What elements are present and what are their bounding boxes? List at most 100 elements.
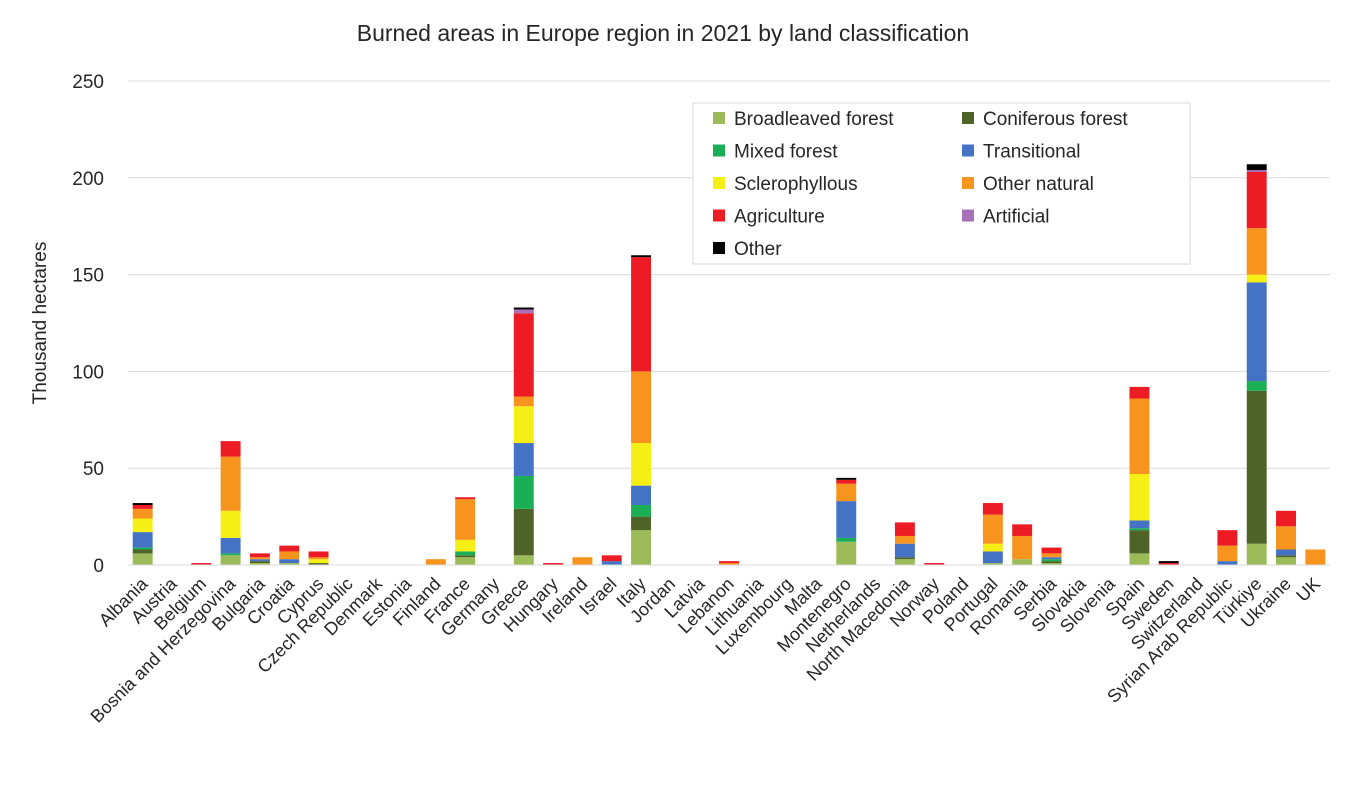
bar-croatia-other-natural — [279, 551, 300, 560]
x-tick-label-uk: UK — [1292, 574, 1324, 606]
bar-greece-coniferous-forest — [513, 508, 534, 556]
bar-greece-artificial — [513, 309, 534, 314]
y-axis-ticks: 0 50 100 150 200 250 — [72, 72, 104, 577]
bar-serbia-coniferous-forest — [1041, 561, 1062, 564]
bar-israel-transitional — [601, 561, 622, 565]
y-tick-label-50: 50 — [83, 459, 104, 480]
bar-spain-mixed-forest — [1129, 528, 1150, 531]
bar-sweden-agriculture — [1158, 563, 1179, 565]
bar-serbia-broadleaved-forest — [1041, 563, 1062, 565]
bar-ukraine-broadleaved-forest — [1276, 557, 1296, 565]
bar-north-macedonia-coniferous-forest — [894, 557, 915, 560]
bar-ireland-other-natural — [572, 557, 593, 565]
bar-bosnia-and-herzegovina-other-natural — [220, 456, 241, 511]
bar-serbia-mixed-forest — [1041, 559, 1062, 562]
bar-romania-agriculture — [1012, 524, 1033, 536]
bar-albania-coniferous-forest — [132, 549, 153, 554]
bar-bulgaria-broadleaved-forest — [249, 563, 270, 565]
bar-montenegro-agriculture — [836, 479, 857, 484]
bar-croatia-transitional — [279, 559, 300, 564]
bar-greece-agriculture — [513, 313, 534, 397]
legend-swatch-transitional — [962, 144, 974, 157]
legend-swatch-coniferous-forest — [962, 112, 974, 124]
bar-greece-other — [513, 307, 534, 310]
bar-croatia-broadleaved-forest — [279, 563, 300, 565]
legend-label-coniferous-forest: Coniferous forest — [983, 109, 1128, 130]
bar-syrian-arab-republic-agriculture — [1217, 530, 1238, 546]
bar-bulgaria-transitional — [249, 559, 270, 562]
bar-bosnia-and-herzegovina-broadleaved-forest — [220, 555, 241, 565]
legend-label-transitional: Transitional — [983, 142, 1081, 163]
bar-albania-sclerophyllous — [132, 518, 153, 533]
bars — [132, 164, 1326, 565]
bar-turkiye-other-natural — [1246, 228, 1267, 275]
bar-greece-transitional — [513, 443, 534, 476]
legend-swatch-other — [713, 242, 725, 254]
bar-bosnia-and-herzegovina-mixed-forest — [220, 553, 241, 556]
bar-turkiye-transitional — [1246, 282, 1267, 382]
bar-spain-coniferous-forest — [1129, 530, 1150, 554]
bar-italy-mixed-forest — [631, 504, 652, 517]
bar-albania-mixed-forest — [132, 547, 153, 550]
bar-albania-broadleaved-forest — [132, 553, 153, 565]
bar-france-broadleaved-forest — [455, 557, 476, 565]
bar-albania-other — [132, 503, 153, 505]
bar-greece-other-natural — [513, 396, 534, 407]
bar-ukraine-transitional — [1276, 549, 1296, 556]
bar-turkiye-other — [1246, 164, 1267, 171]
bar-turkiye-sclerophyllous — [1246, 274, 1267, 283]
bar-france-sclerophyllous — [455, 539, 476, 552]
bar-spain-other-natural — [1129, 398, 1150, 475]
bar-syrian-arab-republic-transitional — [1217, 561, 1238, 565]
bar-italy-broadleaved-forest — [631, 530, 652, 565]
legend-label-broadleaved-forest: Broadleaved forest — [734, 109, 894, 130]
bar-italy-other — [631, 255, 652, 258]
legend-swatch-broadleaved-forest — [713, 112, 725, 124]
bar-greece-mixed-forest — [513, 475, 534, 509]
bar-cyprus-sclerophyllous — [308, 559, 329, 564]
legend-label-other: Other — [734, 239, 782, 260]
bar-croatia-agriculture — [279, 545, 300, 552]
bar-bulgaria-agriculture — [249, 553, 270, 558]
bar-spain-broadleaved-forest — [1129, 553, 1150, 565]
legend-label-agriculture: Agriculture — [734, 207, 825, 228]
bar-cyprus-coniferous-forest — [308, 563, 329, 565]
bar-romania-other-natural — [1012, 535, 1033, 560]
chart-title: Burned areas in Europe region in 2021 by… — [356, 20, 970, 46]
bar-sweden-other — [1158, 561, 1179, 564]
bar-montenegro-mixed-forest — [836, 537, 857, 542]
bar-italy-other-natural — [631, 371, 652, 444]
bar-romania-broadleaved-forest — [1012, 559, 1033, 565]
bar-france-coniferous-forest — [455, 555, 476, 558]
legend-box — [692, 102, 1191, 265]
bar-montenegro-broadleaved-forest — [836, 541, 857, 565]
bar-finland-other-natural — [425, 559, 446, 565]
legend-label-mixed-forest: Mixed forest — [734, 142, 838, 163]
bar-bulgaria-other-natural — [249, 557, 270, 560]
y-tick-label-0: 0 — [93, 556, 104, 577]
bar-belgium-agriculture — [191, 563, 212, 565]
bar-bosnia-and-herzegovina-transitional — [220, 537, 241, 554]
legend-label-other-natural: Other natural — [983, 174, 1094, 195]
bar-serbia-other-natural — [1041, 553, 1062, 558]
bar-turkiye-agriculture — [1246, 171, 1267, 229]
bar-turkiye-broadleaved-forest — [1246, 543, 1267, 565]
bar-albania-transitional — [132, 532, 153, 548]
bar-portugal-broadleaved-forest — [982, 563, 1003, 565]
bar-montenegro-other — [836, 477, 857, 480]
bar-turkiye-artificial — [1246, 170, 1267, 172]
bar-ukraine-other-natural — [1276, 526, 1296, 550]
bar-north-macedonia-transitional — [894, 543, 915, 558]
bar-portugal-sclerophyllous — [982, 543, 1003, 552]
y-tick-label-100: 100 — [72, 362, 104, 383]
bar-serbia-transitional — [1041, 557, 1062, 560]
bar-albania-other-natural — [132, 508, 153, 519]
bar-greece-broadleaved-forest — [513, 555, 534, 565]
bar-france-agriculture — [455, 497, 476, 500]
bar-france-mixed-forest — [455, 551, 476, 556]
bar-spain-transitional — [1129, 520, 1150, 529]
legend-swatch-artificial — [962, 209, 974, 222]
bar-bosnia-and-herzegovina-sclerophyllous — [220, 510, 241, 538]
bar-italy-agriculture — [631, 257, 652, 372]
